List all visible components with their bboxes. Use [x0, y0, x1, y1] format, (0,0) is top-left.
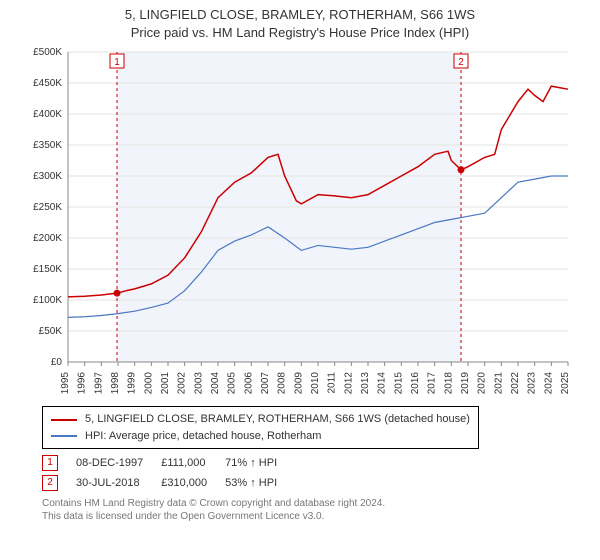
- svg-text:2018: 2018: [443, 372, 454, 395]
- svg-text:2009: 2009: [293, 372, 304, 395]
- legend-item: HPI: Average price, detached house, Roth…: [51, 428, 470, 445]
- event-price: £310,000: [161, 473, 225, 493]
- svg-text:£400K: £400K: [33, 109, 62, 120]
- event-date: 08-DEC-1997: [76, 453, 161, 473]
- event-marker-icon: 2: [42, 475, 58, 491]
- svg-text:£150K: £150K: [33, 264, 62, 275]
- svg-text:2001: 2001: [160, 372, 171, 395]
- svg-text:2011: 2011: [327, 372, 338, 394]
- svg-text:£200K: £200K: [33, 233, 62, 244]
- svg-text:£450K: £450K: [33, 78, 62, 89]
- event-marker-icon: 1: [42, 455, 58, 471]
- svg-text:2022: 2022: [510, 372, 521, 395]
- svg-text:2019: 2019: [460, 372, 471, 395]
- svg-text:1995: 1995: [60, 372, 71, 395]
- event-date: 30-JUL-2018: [76, 473, 161, 493]
- svg-text:2015: 2015: [393, 372, 404, 395]
- title-line1: 5, LINGFIELD CLOSE, BRAMLEY, ROTHERHAM, …: [0, 6, 600, 24]
- svg-text:1996: 1996: [77, 372, 88, 395]
- svg-text:2002: 2002: [177, 372, 188, 395]
- svg-text:£250K: £250K: [33, 202, 62, 213]
- event-price: £111,000: [161, 453, 225, 473]
- svg-text:1: 1: [114, 57, 120, 68]
- svg-text:1999: 1999: [127, 372, 138, 395]
- event-row: 2 30-JUL-2018 £310,000 53% ↑ HPI: [42, 473, 295, 493]
- svg-text:1998: 1998: [110, 372, 121, 395]
- svg-text:2023: 2023: [527, 372, 538, 395]
- event-pct: 53% ↑ HPI: [225, 473, 295, 493]
- footer-text: Contains HM Land Registry data © Crown c…: [42, 497, 590, 523]
- svg-text:2007: 2007: [260, 372, 271, 395]
- svg-text:2004: 2004: [210, 372, 221, 395]
- legend-label: 5, LINGFIELD CLOSE, BRAMLEY, ROTHERHAM, …: [85, 411, 470, 428]
- svg-text:2003: 2003: [193, 372, 204, 395]
- price-chart: £0 £50K £100K £150K £200K £250K £300K £350K £400…: [20, 42, 580, 402]
- svg-text:2024: 2024: [543, 372, 554, 395]
- svg-text:2006: 2006: [243, 372, 254, 395]
- svg-text:2000: 2000: [143, 372, 154, 395]
- svg-text:2014: 2014: [377, 372, 388, 395]
- svg-text:2013: 2013: [360, 372, 371, 395]
- svg-text:2021: 2021: [493, 372, 504, 395]
- event-row: 1 08-DEC-1997 £111,000 71% ↑ HPI: [42, 453, 295, 473]
- svg-text:£50K: £50K: [39, 326, 63, 337]
- legend-swatch: [51, 435, 77, 437]
- footer-line2: This data is licensed under the Open Gov…: [42, 510, 590, 523]
- svg-text:2005: 2005: [227, 372, 238, 395]
- legend-item: 5, LINGFIELD CLOSE, BRAMLEY, ROTHERHAM, …: [51, 411, 470, 428]
- svg-text:2020: 2020: [477, 372, 488, 395]
- svg-text:2008: 2008: [277, 372, 288, 395]
- svg-text:£350K: £350K: [33, 140, 62, 151]
- svg-text:2016: 2016: [410, 372, 421, 395]
- svg-text:£300K: £300K: [33, 171, 62, 182]
- chart-title: 5, LINGFIELD CLOSE, BRAMLEY, ROTHERHAM, …: [0, 0, 600, 42]
- svg-text:2017: 2017: [427, 372, 438, 395]
- svg-text:2025: 2025: [560, 372, 571, 395]
- legend-swatch: [51, 419, 77, 421]
- svg-text:2010: 2010: [310, 372, 321, 395]
- svg-text:2: 2: [458, 57, 464, 68]
- svg-text:£100K: £100K: [33, 295, 62, 306]
- title-line2: Price paid vs. HM Land Registry's House …: [0, 24, 600, 42]
- events-table: 1 08-DEC-1997 £111,000 71% ↑ HPI 2 30-JU…: [42, 453, 590, 493]
- svg-text:1997: 1997: [93, 372, 104, 395]
- svg-text:£500K: £500K: [33, 47, 62, 58]
- legend-box: 5, LINGFIELD CLOSE, BRAMLEY, ROTHERHAM, …: [42, 406, 479, 449]
- svg-text:£0: £0: [51, 357, 63, 368]
- legend-label: HPI: Average price, detached house, Roth…: [85, 428, 321, 445]
- footer-line1: Contains HM Land Registry data © Crown c…: [42, 497, 590, 510]
- svg-text:2012: 2012: [343, 372, 354, 395]
- event-pct: 71% ↑ HPI: [225, 453, 295, 473]
